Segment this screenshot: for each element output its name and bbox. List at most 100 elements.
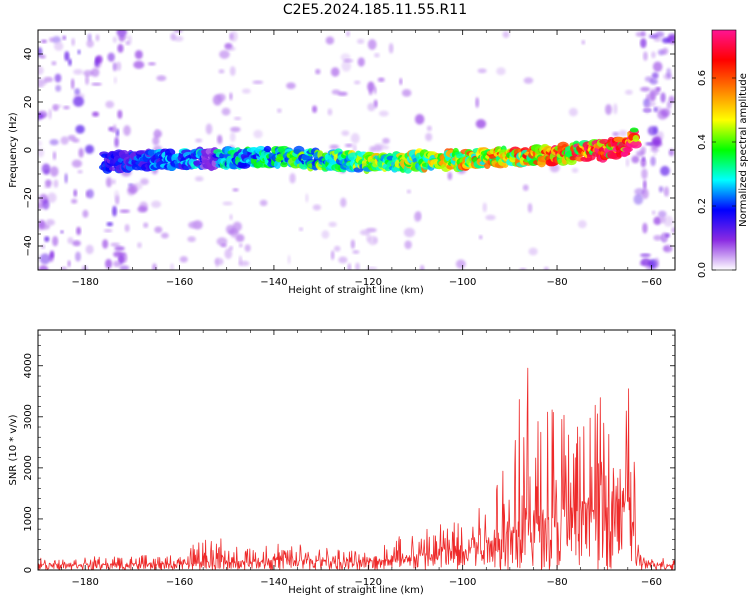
x-tick-label: −120 <box>355 277 382 288</box>
x-tick-label: −140 <box>260 277 287 288</box>
noise-cell <box>124 224 130 233</box>
noise-cell <box>519 267 527 270</box>
noise-cell <box>83 70 94 77</box>
noise-cell <box>315 68 321 75</box>
noise-cell <box>230 30 238 42</box>
signal-cell <box>629 127 639 133</box>
noise-cell <box>644 76 654 83</box>
noise-cell <box>151 200 162 208</box>
signal-cell <box>632 135 640 143</box>
noise-cell <box>117 43 124 53</box>
noise-cell <box>477 68 487 74</box>
spectrogram-panel: −180 −160 −140 −120 −100 −80 −60 −40 −20 0 20 40 He… <box>8 29 676 296</box>
noise-cell <box>47 192 57 203</box>
noise-cell <box>649 87 659 97</box>
colorbar-frame <box>711 29 737 271</box>
noise-cell <box>64 51 70 62</box>
noise-cell <box>305 193 309 203</box>
noise-cell <box>347 263 352 270</box>
noise-cell <box>119 265 130 270</box>
noise-cell <box>74 88 81 95</box>
noise-cell <box>52 151 57 160</box>
noise-cell <box>137 242 142 249</box>
x-tick-label: −140 <box>260 577 287 588</box>
noise-cell <box>359 229 371 236</box>
noise-cell <box>71 37 75 47</box>
noise-cell <box>111 179 116 185</box>
noise-cell <box>133 60 145 69</box>
noise-cell <box>341 130 350 136</box>
noise-cell <box>229 131 236 143</box>
noise-cell <box>667 36 675 43</box>
x-tick-label: −100 <box>449 577 476 588</box>
noise-cell <box>527 202 533 213</box>
noise-cell <box>238 260 250 267</box>
noise-cell <box>646 101 656 107</box>
noise-cell <box>244 244 251 252</box>
noise-cell <box>49 166 59 177</box>
noise-cell <box>325 36 335 45</box>
noise-cell <box>658 186 664 193</box>
noise-cell <box>475 97 480 108</box>
y-tick-label: 3000 <box>23 404 34 429</box>
noise-cell <box>217 134 223 145</box>
noise-cell <box>239 243 243 248</box>
noise-cell <box>45 179 52 187</box>
noise-cell <box>353 80 361 85</box>
noise-cell <box>39 223 51 230</box>
noise-cell <box>651 72 659 79</box>
noise-cell <box>329 144 340 150</box>
noise-cell <box>105 258 113 269</box>
noise-cell <box>147 62 156 66</box>
snr-ticks: −180 −160 −140 −120 −100 −80 −60 0 1000 2000 3000 4… <box>23 330 676 588</box>
noise-cell <box>641 168 648 180</box>
x-tick-label: −160 <box>166 277 193 288</box>
noise-cell <box>636 150 645 157</box>
noise-cell <box>327 108 333 116</box>
noise-cell <box>635 31 647 37</box>
noise-cell <box>653 150 658 155</box>
noise-cell <box>660 92 666 103</box>
noise-cell <box>366 233 371 243</box>
noise-cell <box>668 148 675 157</box>
noise-cell <box>479 235 483 240</box>
noise-cell <box>112 36 117 43</box>
noise-cell <box>67 237 74 244</box>
noise-cell <box>640 157 647 168</box>
noise-cell <box>113 260 121 268</box>
noise-cell <box>640 86 651 92</box>
noise-cell <box>53 179 59 188</box>
x-tick-label: −160 <box>166 577 193 588</box>
noise-cell <box>43 76 54 83</box>
spectrogram-ylabel: Frequency (Hz) <box>8 112 19 188</box>
noise-cell <box>60 136 69 145</box>
noise-cell <box>368 89 373 96</box>
x-tick-label: −60 <box>641 577 662 588</box>
noise-cell <box>382 137 390 144</box>
noise-cell <box>653 107 658 112</box>
noise-cell <box>648 34 659 39</box>
snr-panel: −180 −160 −140 −120 −100 −80 −60 0 1000 2000 3000 4… <box>8 329 676 596</box>
noise-cell <box>215 257 219 268</box>
noise-cell <box>543 266 549 270</box>
noise-cell <box>374 52 380 58</box>
noise-cell <box>224 248 233 260</box>
noise-cell <box>41 39 48 44</box>
signal-cell <box>274 160 281 169</box>
noise-cell <box>612 131 619 137</box>
noise-cell <box>388 43 394 54</box>
noise-cell <box>425 132 433 142</box>
noise-cell <box>92 111 100 117</box>
noise-cell <box>577 220 587 229</box>
noise-cell <box>455 259 466 269</box>
noise-cell <box>107 52 115 62</box>
noise-cell <box>38 147 45 158</box>
noise-cell <box>75 251 81 262</box>
signal-cell <box>624 147 631 154</box>
noise-cell <box>581 40 585 45</box>
noise-cell <box>523 77 534 84</box>
noise-cell <box>340 197 347 208</box>
noise-cell <box>665 233 671 238</box>
y-tick-label: 40 <box>23 48 34 61</box>
